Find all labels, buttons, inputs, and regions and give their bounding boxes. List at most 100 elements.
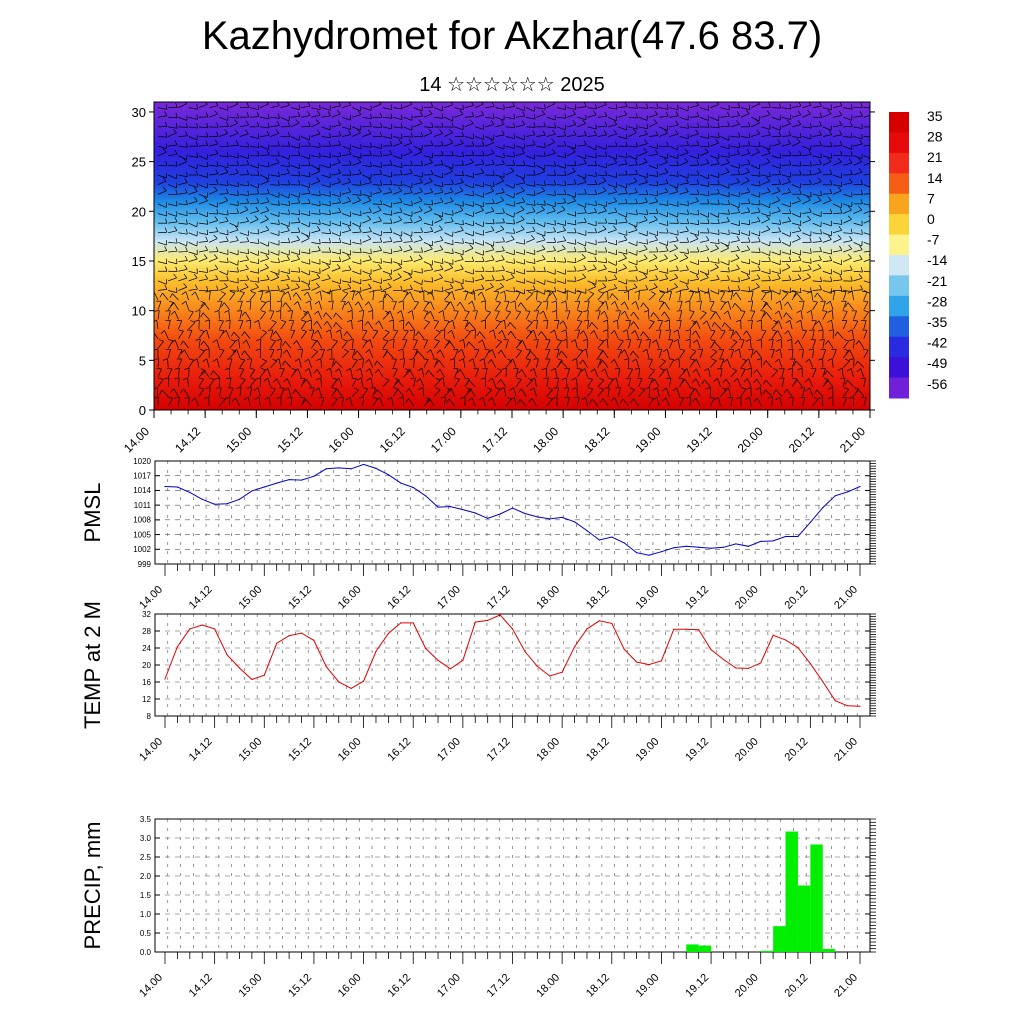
wind-barb-feather [245, 216, 249, 222]
wind-barb-feather [507, 331, 512, 336]
wind-barb [577, 277, 586, 282]
wind-barbs [154, 102, 870, 407]
wind-barb [597, 292, 604, 301]
wind-barb [556, 155, 566, 158]
wind-barb [198, 310, 201, 320]
wind-barb-feather [405, 368, 411, 372]
wind-barb [597, 341, 604, 349]
wind-barb [464, 105, 474, 108]
wind-barb-feather [675, 265, 679, 271]
wind-barb-feather [221, 302, 225, 307]
wind-barb [812, 193, 822, 197]
wind-barb-feather [204, 245, 209, 251]
wind-barb-feather [270, 339, 276, 342]
x-tick-label: 16.00 [336, 584, 364, 612]
wind-barb-feather [319, 142, 321, 148]
wind-barb [378, 369, 384, 378]
wind-barb-feather [365, 359, 370, 364]
wind-barb-feather [436, 369, 441, 374]
wind-barb [597, 228, 607, 234]
wind-barb [167, 340, 174, 349]
wind-barb-feather [552, 396, 558, 399]
wind-barb [311, 107, 321, 111]
wind-barb-feather [809, 237, 812, 243]
wind-barb-feather [583, 319, 589, 322]
wind-barb [740, 232, 750, 236]
wind-barb-feather [288, 193, 290, 199]
wind-barb [311, 270, 321, 274]
wind-barb [168, 144, 178, 147]
x-tick-label: 20.12 [783, 584, 811, 612]
wind-barb-feather [264, 215, 269, 220]
wind-barb [168, 261, 178, 265]
wind-barb-feather [347, 226, 352, 231]
wind-barb-feather [711, 341, 715, 347]
wind-barb-feather [652, 339, 657, 344]
wind-barb-feather [337, 177, 341, 183]
wind-barb-feather [256, 111, 260, 117]
wind-barb-feather [467, 388, 471, 393]
wind-barb [362, 145, 372, 148]
wind-barb [751, 116, 760, 122]
wind-barb-feather [574, 104, 577, 110]
wind-barb-feather [704, 290, 709, 294]
wind-barb [475, 278, 484, 282]
wind-barb [515, 228, 525, 234]
wind-barb [802, 193, 812, 198]
wind-barb-feather [331, 387, 337, 390]
wind-barb [317, 340, 322, 349]
wind-barb-feather [605, 151, 608, 157]
wind-barb-feather [478, 339, 483, 344]
wind-barb [812, 105, 822, 108]
x-tick-label: 15.00 [223, 424, 254, 455]
colorbar-swatch [889, 173, 909, 195]
wind-barb [372, 191, 382, 195]
wind-barb [249, 165, 259, 169]
wind-barb [847, 302, 854, 310]
wind-barb [250, 280, 260, 283]
wind-barb [779, 349, 783, 358]
wind-barb [863, 162, 870, 166]
wind-barb-feather [620, 310, 626, 315]
wind-barb [552, 292, 558, 301]
wind-barb-feather [646, 189, 649, 195]
wind-barb-feather [308, 160, 311, 166]
wind-barb-feather [738, 132, 741, 138]
wind-barb [280, 116, 290, 122]
wind-barb [331, 358, 335, 368]
wind-barb-feather [411, 200, 413, 206]
wind-barb-feather [855, 389, 859, 394]
wind-barb [317, 330, 322, 339]
wind-barb-feather [674, 244, 678, 249]
wind-barb-feather [520, 215, 525, 220]
wind-barb [260, 154, 270, 157]
wind-barb [576, 358, 578, 368]
wind-barb [219, 261, 229, 263]
wind-barb-feather [542, 300, 549, 303]
wind-barb-feather [164, 111, 168, 117]
wind-barb-feather [216, 387, 222, 389]
wind-barb-feather [860, 198, 863, 204]
y-tick-label: 1011 [134, 501, 152, 510]
wind-barb [567, 261, 577, 264]
wind-barb-feather [502, 237, 505, 242]
colorbar-label: 28 [927, 129, 943, 145]
wind-barb [730, 240, 740, 243]
wind-barb-feather [224, 367, 230, 371]
wind-barb [352, 349, 356, 358]
x-tick-label: 21.00 [837, 424, 868, 455]
y-tick-label: 1014 [133, 486, 151, 495]
wind-barb [320, 358, 323, 368]
wind-barb-feather [222, 330, 227, 334]
wind-barb-feather [806, 290, 812, 294]
wind-barb [239, 310, 243, 320]
wind-barb [321, 115, 331, 118]
wind-barb [665, 397, 670, 407]
wind-barb-feather [471, 141, 475, 147]
wind-barb [434, 261, 444, 264]
data-point [387, 474, 389, 476]
wind-barb [577, 329, 580, 339]
wind-barb-feather [419, 235, 423, 241]
wind-barb-feather [789, 231, 791, 237]
wind-barb [577, 106, 587, 108]
